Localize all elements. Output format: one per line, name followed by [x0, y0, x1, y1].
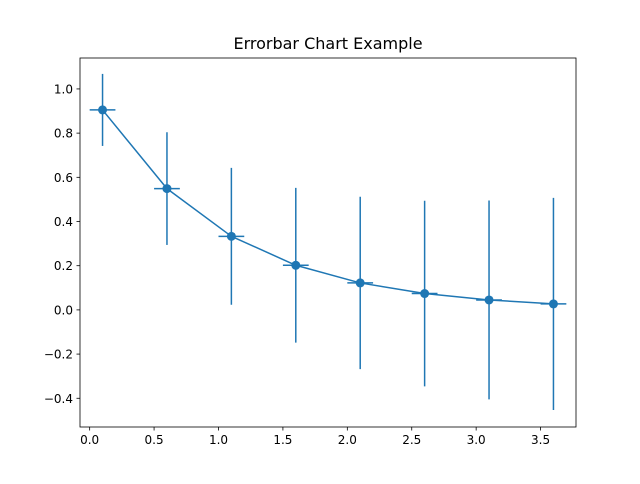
data-point — [291, 260, 301, 270]
chart-title: Errorbar Chart Example — [233, 34, 422, 53]
series-line — [101, 109, 554, 305]
y-tick-label: −0.4 — [44, 392, 73, 406]
data-point — [548, 299, 558, 309]
y-tick-label: 0.8 — [54, 127, 73, 141]
data-point — [420, 289, 430, 299]
y-tick-label: −0.2 — [44, 348, 73, 362]
data-point — [98, 105, 108, 115]
axes-frame — [79, 57, 577, 428]
y-tick-label: 0.2 — [54, 259, 73, 273]
x-tick-label: 3.5 — [531, 433, 550, 447]
y-tick-label: 0.6 — [54, 171, 73, 185]
data-point — [162, 184, 172, 194]
axes: 0.0 0.5 1.0 1.5 2.0 2.5 3.0 3.5 −0.4 −0.2 0.0 0.2 0.… — [44, 57, 577, 447]
y-tick-label: 0.4 — [54, 215, 73, 229]
x-tick-label: 1.5 — [273, 433, 292, 447]
x-tick-label: 3.0 — [467, 433, 486, 447]
data-point — [226, 231, 236, 241]
y-tick-label: 0.0 — [54, 303, 73, 317]
x-tick-label: 0.5 — [145, 433, 164, 447]
x-tick-label: 2.0 — [338, 433, 357, 447]
x-tick-label: 0.0 — [80, 433, 99, 447]
data-point — [484, 295, 494, 305]
y-tick-label: 1.0 — [54, 82, 73, 96]
plot-area — [89, 73, 567, 410]
x-tick-label: 1.0 — [209, 433, 228, 447]
x-tick-label: 2.5 — [402, 433, 421, 447]
data-point — [355, 278, 365, 288]
